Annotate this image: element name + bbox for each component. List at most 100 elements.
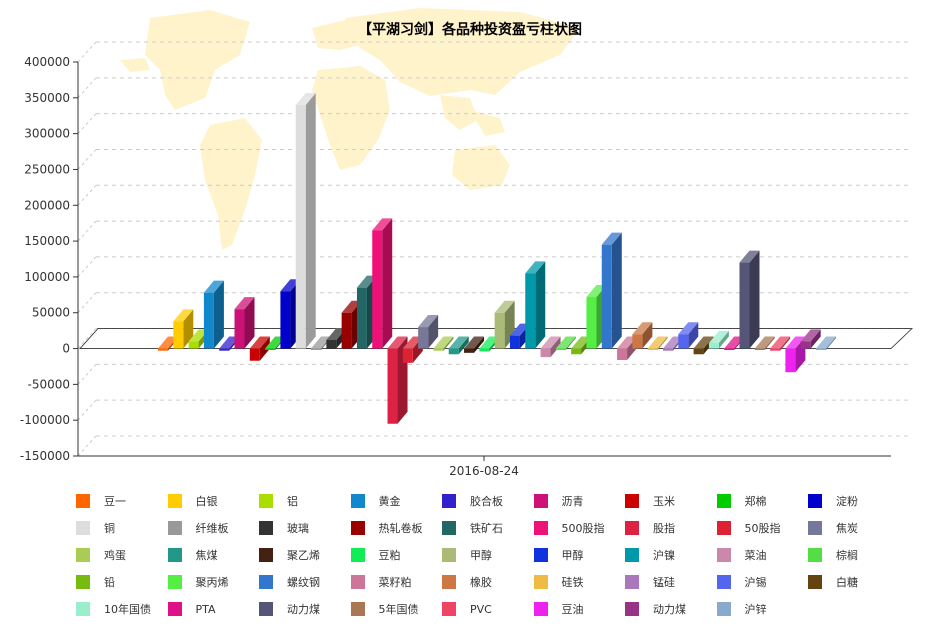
legend: 豆一 白银 铝 黄金 胶合板 沥青 玉米 郑棉 淀粉铜 纤维板 玻璃 热轧卷板 铁矿石 500股指 股指 50… xyxy=(74,489,924,629)
bar-front xyxy=(479,348,490,352)
legend-label: 白银 xyxy=(195,495,218,508)
bar-front xyxy=(678,334,689,349)
bar-front xyxy=(326,339,337,349)
bar-side xyxy=(259,336,270,361)
bar-front xyxy=(617,348,628,361)
legend-swatch xyxy=(259,494,273,508)
legend-swatch xyxy=(167,494,182,508)
legend-item: 10年国债 xyxy=(76,601,151,617)
bar-top xyxy=(341,300,362,313)
bar xyxy=(234,297,255,349)
legend-item: 铅 xyxy=(76,574,115,590)
legend-item: 50股指 xyxy=(716,520,781,536)
bar-front xyxy=(509,335,520,349)
legend-swatch xyxy=(716,521,731,535)
legend-label: 50股指 xyxy=(744,522,781,535)
bar-front xyxy=(632,334,643,349)
bar-top xyxy=(234,297,255,310)
bar-front xyxy=(402,348,413,363)
bar-top xyxy=(402,336,423,349)
legend-label: 黄金 xyxy=(378,495,401,508)
legend-item: 白糖 xyxy=(808,574,858,590)
bar-side xyxy=(642,322,653,349)
bar-front xyxy=(234,309,245,349)
bar-top xyxy=(203,280,224,293)
legend-swatch xyxy=(716,494,731,508)
legend-label: PTA xyxy=(195,602,216,616)
bar-side xyxy=(611,232,622,349)
legend-item: 橡胶 xyxy=(442,574,492,590)
legend-item: 5年国债 xyxy=(350,601,419,617)
bar-top xyxy=(724,336,745,349)
legend-item: 淀粉 xyxy=(808,493,858,509)
x-category-label: 2016-08-24 xyxy=(449,464,519,478)
legend-item: 螺纹钢 xyxy=(259,574,320,590)
legend-label: 沪锡 xyxy=(744,576,767,589)
bar xyxy=(800,329,821,349)
bar-front xyxy=(295,104,306,349)
bar-front xyxy=(418,327,429,349)
y-tick-label: 300000 xyxy=(24,127,70,141)
legend-item: 锰硅 xyxy=(625,574,675,590)
legend-label: 铜 xyxy=(104,522,115,535)
legend-swatch xyxy=(442,521,456,535)
legend-swatch xyxy=(442,494,456,508)
legend-label: 聚乙烯 xyxy=(287,549,320,562)
bar xyxy=(173,309,194,349)
legend-label: 淀粉 xyxy=(836,495,858,508)
bar-top xyxy=(464,336,485,349)
legend-label: 5年国债 xyxy=(378,603,419,616)
legend-swatch xyxy=(259,521,273,535)
bar-front xyxy=(265,348,276,350)
bar-top xyxy=(754,336,775,349)
legend-swatch xyxy=(76,548,90,562)
world-map-background xyxy=(120,8,580,250)
legend-swatch xyxy=(442,548,456,562)
bar-front xyxy=(540,348,551,358)
legend-swatch xyxy=(259,575,273,589)
bar-front xyxy=(785,348,796,373)
legend-label: 铝 xyxy=(287,495,298,508)
bar-top xyxy=(662,336,683,349)
y-tick-label: -150000 xyxy=(20,449,70,463)
legend-label: 棕榈 xyxy=(836,549,858,562)
bar-side xyxy=(213,280,224,349)
legend-item: 甲醇 xyxy=(442,547,492,563)
legend-label: PVC xyxy=(470,602,492,616)
y-tick-label: 0 xyxy=(62,342,70,356)
bar-top xyxy=(494,300,515,313)
bar-top xyxy=(785,336,806,349)
y-tick-label: 250000 xyxy=(24,162,70,176)
legend-label: 聚丙烯 xyxy=(195,576,229,589)
bar-front xyxy=(372,230,383,349)
legend-item: 豆油 xyxy=(533,601,584,617)
bar-front xyxy=(356,287,367,349)
bar-front xyxy=(800,341,811,349)
y-axis-ticks: 400000 350000 300000 250000 200000 150000 1000… xyxy=(20,55,78,463)
bar-side xyxy=(474,336,485,353)
bar-top xyxy=(356,275,377,288)
gridline xyxy=(77,399,97,421)
legend-item: 黄金 xyxy=(350,493,401,509)
legend-swatch xyxy=(625,575,639,589)
bar xyxy=(448,336,469,355)
bar-side xyxy=(749,250,760,349)
legend-label: 菜油 xyxy=(744,549,767,562)
legend-swatch xyxy=(625,521,639,535)
legend-item: 白银 xyxy=(167,493,218,509)
legend-label: 沪锌 xyxy=(744,603,767,616)
bar-top xyxy=(448,336,469,349)
gridline xyxy=(77,435,97,457)
legend-item: 500股指 xyxy=(533,520,605,536)
legend-swatch xyxy=(533,575,548,589)
bar xyxy=(816,336,836,350)
legend-label: 500股指 xyxy=(561,522,605,535)
legend-label: 动力煤 xyxy=(653,603,686,616)
bar-front xyxy=(448,348,459,355)
gridline xyxy=(77,77,97,99)
legend-label: 玻璃 xyxy=(287,522,309,535)
bar-side xyxy=(458,336,469,355)
bar-top xyxy=(280,279,301,292)
bar xyxy=(678,322,699,349)
